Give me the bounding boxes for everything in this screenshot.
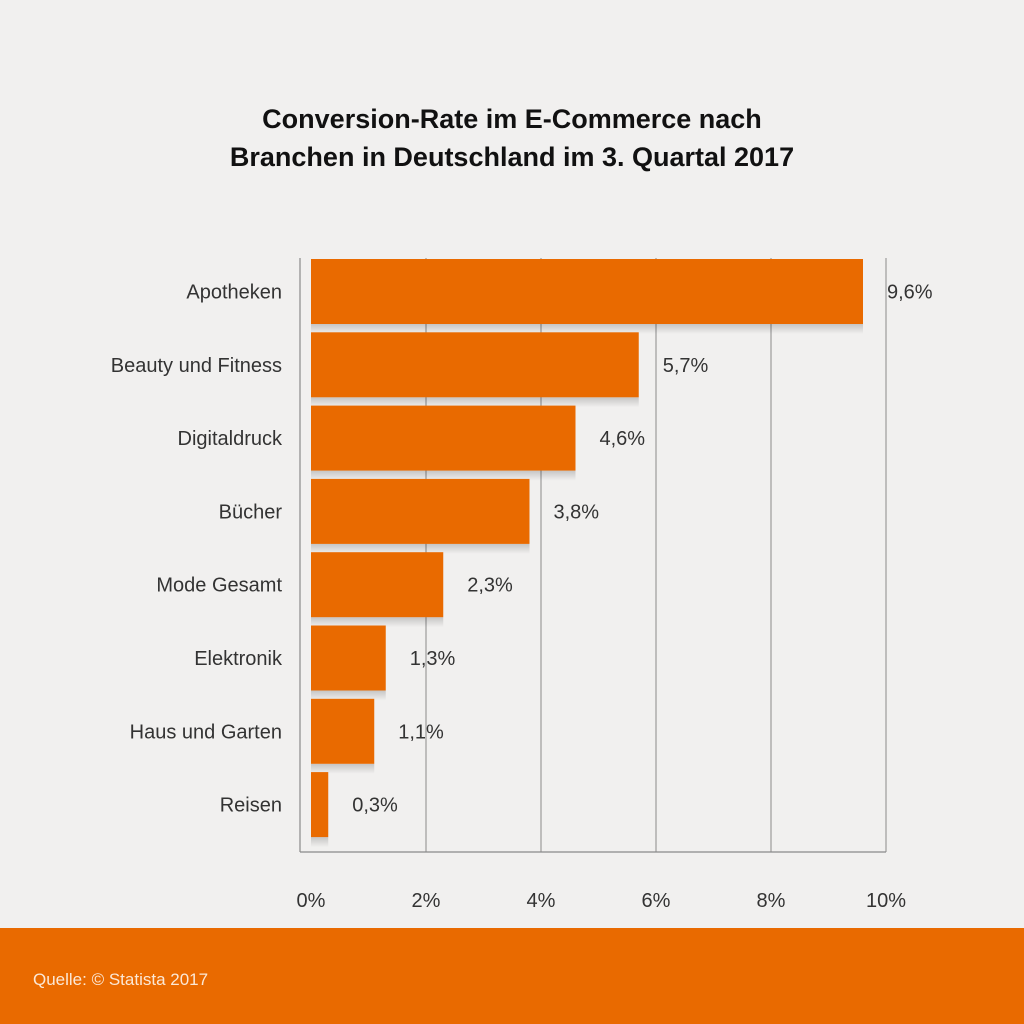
bar: [311, 625, 386, 691]
bar: [311, 698, 375, 764]
bar-shadow: [311, 763, 375, 774]
value-label: 1,3%: [410, 648, 456, 670]
bar: [311, 259, 863, 324]
value-label: 5,7%: [663, 355, 709, 377]
x-tick-label: 6%: [642, 890, 671, 912]
source-label: Quelle: © Statista 2017: [33, 970, 209, 989]
value-label: 2,3%: [467, 575, 513, 597]
x-tick-label: 2%: [412, 890, 441, 912]
footer-bar: Quelle: © Statista 2017: [0, 928, 1024, 1024]
category-label: Mode Gesamt: [156, 575, 282, 597]
bar: [311, 552, 444, 618]
labels: 0% 2% 4% 6% 8% 10% Apotheken 9,6% Beauty und Fit…: [111, 282, 933, 913]
bars: [311, 259, 863, 848]
x-tick-label: 4%: [527, 890, 556, 912]
bar: [311, 478, 530, 544]
bar-shadow: [311, 397, 639, 408]
value-label: 1,1%: [398, 721, 444, 743]
bar-shadow: [311, 617, 444, 628]
bar-shadow: [311, 837, 329, 848]
bar-shadow: [311, 324, 863, 334]
bar: [311, 332, 639, 398]
x-tick-label: 10%: [866, 890, 906, 912]
bar-shadow: [311, 470, 576, 481]
category-label: Digitaldruck: [178, 428, 283, 450]
bar-shadow: [311, 690, 386, 701]
category-label: Apotheken: [186, 282, 282, 304]
category-label: Reisen: [220, 795, 282, 817]
chart-title: Conversion-Rate im E-Commerce nach Branc…: [0, 100, 1024, 176]
value-label: 9,6%: [887, 282, 933, 304]
x-tick-label: 8%: [757, 890, 786, 912]
chart-title-line-2: Branchen in Deutschland im 3. Quartal 20…: [229, 142, 795, 172]
value-label: 3,8%: [554, 501, 600, 523]
x-tick-label: 0%: [297, 890, 326, 912]
category-label: Bücher: [219, 501, 283, 523]
category-label: Elektronik: [194, 648, 283, 670]
chart-title-line-1: Conversion-Rate im E-Commerce nach: [262, 104, 762, 134]
category-label: Beauty und Fitness: [111, 355, 282, 377]
bar: [311, 772, 329, 838]
bar-chart: 0% 2% 4% 6% 8% 10% Apotheken 9,6% Beauty und Fit…: [111, 258, 933, 913]
bar: [311, 405, 576, 471]
value-label: 4,6%: [600, 428, 646, 450]
bar-shadow: [311, 543, 530, 554]
category-label: Haus und Garten: [130, 721, 282, 743]
value-label: 0,3%: [352, 795, 398, 817]
